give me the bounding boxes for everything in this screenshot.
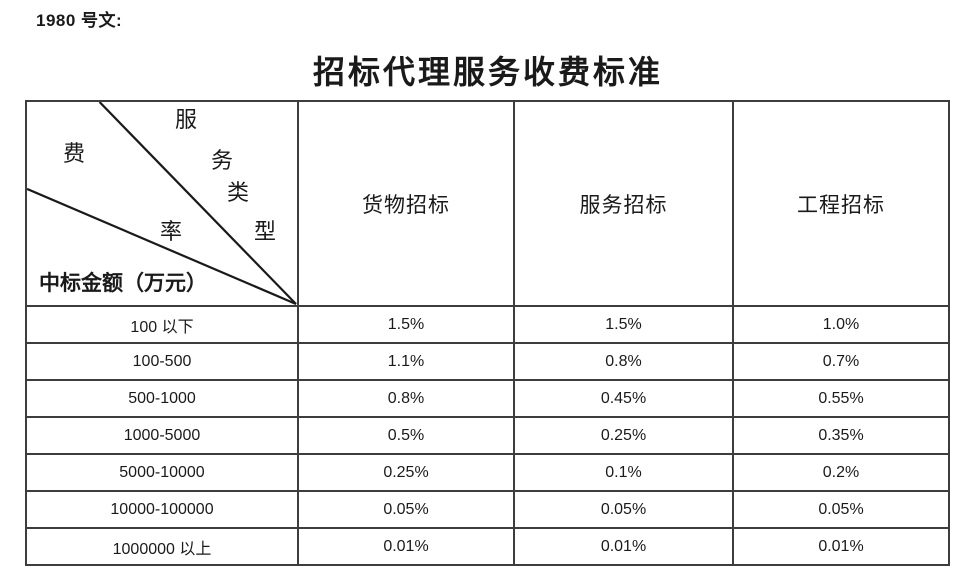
table-header-row: 服 费 务 类 率 型 中标金额（万元） 货物招标 服务招标 工程招标 <box>25 100 950 307</box>
column-header-goods: 货物招标 <box>297 100 515 307</box>
fee-value: 0.01% <box>297 527 515 566</box>
fee-value: 1.5% <box>513 305 734 344</box>
page-title: 招标代理服务收费标准 <box>312 54 663 90</box>
column-header-engineering: 工程招标 <box>732 100 950 307</box>
fee-value: 0.05% <box>297 490 515 529</box>
fee-value: 0.05% <box>513 490 734 529</box>
corner-type-char: 类 <box>227 180 250 205</box>
fee-standard-table: 服 费 务 类 率 型 中标金额（万元） 货物招标 服务招标 工程招标 100 … <box>25 100 950 566</box>
fee-value: 1.1% <box>297 342 515 381</box>
row-label: 10000-100000 <box>25 490 299 529</box>
fee-value: 0.8% <box>513 342 734 381</box>
corner-type-char: 服 <box>175 107 198 132</box>
fee-value: 0.45% <box>513 379 734 418</box>
row-label: 1000000 以上 <box>25 527 299 566</box>
fee-value: 0.25% <box>513 416 734 455</box>
fee-value: 1.5% <box>297 305 515 344</box>
corner-amount-label: 中标金额（万元） <box>39 271 207 295</box>
row-label: 100 以下 <box>25 305 299 344</box>
fee-value: 0.35% <box>732 416 950 455</box>
fee-value: 1.0% <box>732 305 950 344</box>
table-row: 100 以下 1.5% 1.5% 1.0% <box>25 305 950 344</box>
table-row: 10000-100000 0.05% 0.05% 0.05% <box>25 490 950 529</box>
fee-value: 0.8% <box>297 379 515 418</box>
fee-value: 0.25% <box>297 453 515 492</box>
fee-value: 0.5% <box>297 416 515 455</box>
row-label: 500-1000 <box>25 379 299 418</box>
doc-reference-number: 1980 号文: <box>36 11 123 30</box>
table-row: 500-1000 0.8% 0.45% 0.55% <box>25 379 950 418</box>
row-label: 5000-10000 <box>25 453 299 492</box>
table-row: 1000000 以上 0.01% 0.01% 0.01% <box>25 527 950 566</box>
diagonal-corner-cell: 服 费 务 类 率 型 中标金额（万元） <box>25 100 299 307</box>
fee-value: 0.05% <box>732 490 950 529</box>
fee-value: 0.1% <box>513 453 734 492</box>
diagonal-corner-content: 服 费 务 类 率 型 中标金额（万元） <box>27 102 297 305</box>
row-label: 100-500 <box>25 342 299 381</box>
corner-fee-char: 率 <box>160 219 183 244</box>
table-row: 5000-10000 0.25% 0.1% 0.2% <box>25 453 950 492</box>
diagonal-divider-lines <box>27 102 297 305</box>
corner-type-char: 务 <box>211 148 234 173</box>
column-header-services: 服务招标 <box>513 100 734 307</box>
fee-value: 0.01% <box>732 527 950 566</box>
fee-value: 0.55% <box>732 379 950 418</box>
table-row: 100-500 1.1% 0.8% 0.7% <box>25 342 950 381</box>
table-row: 1000-5000 0.5% 0.25% 0.35% <box>25 416 950 455</box>
fee-value: 0.2% <box>732 453 950 492</box>
corner-type-char: 型 <box>254 219 277 244</box>
fee-value: 0.7% <box>732 342 950 381</box>
row-label: 1000-5000 <box>25 416 299 455</box>
fee-value: 0.01% <box>513 527 734 566</box>
corner-fee-char: 费 <box>63 141 86 166</box>
